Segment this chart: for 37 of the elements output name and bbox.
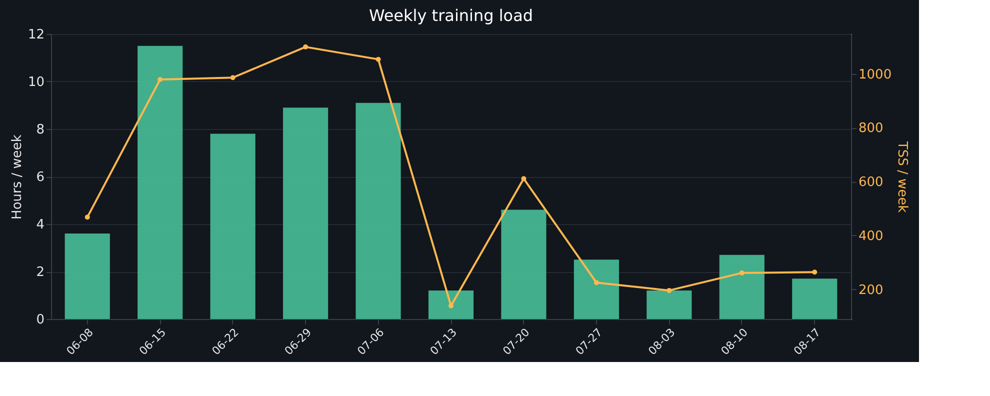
point [666,288,672,293]
y-tick-label: 2 [36,265,44,280]
y2-axis-title: TSS / week [894,140,910,214]
bar [64,234,110,319]
point [158,77,163,82]
y2-tick-label: 400 [858,228,884,244]
bar [210,134,256,319]
bar [719,254,764,319]
point [84,214,90,220]
bar [138,46,183,319]
y2-tick-label: 1000 [858,67,892,82]
y-tick-label: 12 [28,28,44,42]
bar [792,278,838,319]
point [594,280,599,286]
y-tick-label: 6 [36,170,44,185]
point [303,44,308,50]
bar [574,260,619,319]
point [376,56,381,62]
y2-tick-label: 200 [858,282,884,298]
y-axis-title: Hours / week [10,134,25,220]
y-tick-label: 0 [36,312,44,328]
point [521,176,526,182]
y2-tick-label: 600 [858,175,884,190]
point [230,75,236,80]
y-tick-label: 8 [36,122,44,138]
bar [356,102,401,319]
y-tick-label: 10 [28,75,44,90]
bar [646,290,692,319]
point [812,270,818,275]
point [448,303,454,308]
y-tick-label: 4 [36,218,44,232]
point [739,270,744,276]
chart-title: Weekly training load [368,6,534,25]
bar [283,108,328,319]
y2-tick-label: 800 [858,121,884,136]
bar [501,210,546,319]
bar [428,290,474,319]
